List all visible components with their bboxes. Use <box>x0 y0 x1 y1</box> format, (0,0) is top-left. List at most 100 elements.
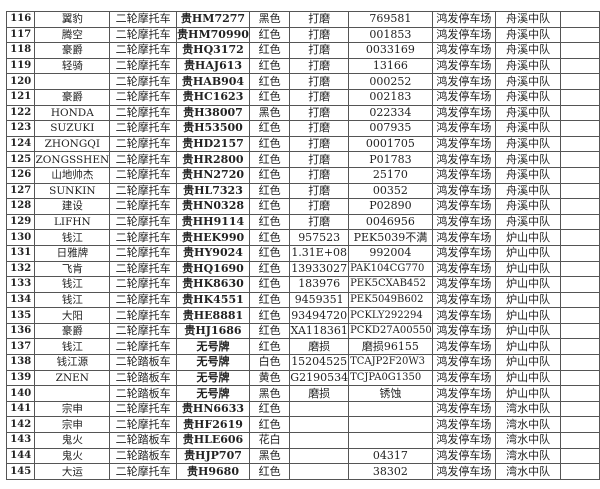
team-cell: 湾水中队 <box>494 447 562 465</box>
note-cell <box>560 42 600 59</box>
engine-number-cell <box>289 463 350 480</box>
row-number-cell: 129 <box>5 213 36 231</box>
vehicle-type-cell: 二轮摩托车 <box>109 229 178 246</box>
brand-cell: 豪爵 <box>34 88 111 106</box>
row-number-cell: 125 <box>5 151 36 168</box>
engine-number-cell: 打磨 <box>289 198 350 215</box>
engine-number-cell: 打磨 <box>289 166 350 184</box>
note-cell <box>560 26 600 44</box>
team-cell: 舟溪中队 <box>494 213 562 231</box>
frame-number-cell: 000252 <box>348 73 433 90</box>
vehicle-type-cell: 二轮摩托车 <box>109 276 178 293</box>
brand-cell: ZNEN <box>34 369 111 387</box>
row-number-cell: 142 <box>5 416 36 434</box>
plate-number-cell: 贵HEK990 <box>176 229 250 246</box>
plate-number-cell: 贵HAJ613 <box>176 57 250 75</box>
vehicle-table: 116 翼豹 二轮摩托车 贵HM7277 黑色 打磨 769581 鸿发停车场 舟溪中队 117 腾… <box>5 11 600 480</box>
vehicle-type-cell: 二轮摩托车 <box>109 463 178 480</box>
engine-number-cell: 打磨 <box>289 26 350 44</box>
frame-number-cell <box>348 400 433 418</box>
engine-number-cell: 93494720 <box>289 307 350 324</box>
plate-number-cell: 贵HN6633 <box>176 400 250 418</box>
frame-number-cell: PEK5CXAB452 <box>348 276 433 293</box>
frame-number-cell: PAK104CG770 <box>348 260 433 278</box>
table-row: 124 ZHONGQI 二轮摩托车 贵HD2157 红色 打磨 0001705 鸿发停车场 舟溪… <box>5 135 600 153</box>
color-cell: 红色 <box>248 260 291 278</box>
vehicle-type-cell: 二轮摩托车 <box>109 73 178 90</box>
frame-number-cell: 001853 <box>348 26 433 44</box>
engine-number-cell: 打磨 <box>289 135 350 153</box>
frame-number-cell <box>348 416 433 434</box>
plate-number-cell: 贵HN0328 <box>176 198 250 215</box>
row-number-cell: 134 <box>5 291 36 309</box>
brand-cell: 轻骑 <box>34 57 111 75</box>
color-cell: 红色 <box>248 73 291 90</box>
frame-number-cell: PCKD27A00550 <box>348 322 433 340</box>
team-cell: 炉山中队 <box>494 307 562 324</box>
frame-number-cell: 04317 <box>348 447 433 465</box>
note-cell <box>560 354 600 371</box>
table-row: 130 钱江 二轮摩托车 贵HEK990 红色 957523 PEK5039不满 鸿发停车场炉… <box>5 229 600 246</box>
row-number-cell: 124 <box>5 135 36 153</box>
location-cell: 鸿发停车场 <box>431 11 496 28</box>
team-cell: 舟溪中队 <box>494 135 562 153</box>
note-cell <box>560 11 600 28</box>
team-cell: 舟溪中队 <box>494 120 562 137</box>
frame-number-cell: 25170 <box>348 166 433 184</box>
brand-cell: 鬼火 <box>34 432 111 449</box>
plate-number-cell: 贵HR2800 <box>176 151 250 168</box>
engine-number-cell: 打磨 <box>289 120 350 137</box>
engine-number-cell: G2190534 <box>289 369 350 387</box>
brand-cell: 建设 <box>34 198 111 215</box>
vehicle-type-cell: 二轮踏板车 <box>109 385 178 402</box>
plate-number-cell: 贵HH9114 <box>176 213 250 231</box>
note-cell <box>560 229 600 246</box>
location-cell: 鸿发停车场 <box>431 463 496 480</box>
team-cell: 舟溪中队 <box>494 73 562 90</box>
color-cell: 红色 <box>248 42 291 59</box>
table-row: 122 HONDA 二轮摩托车 贵H38007 黑色 打磨 022334 鸿发停车场 舟溪中队 <box>5 104 600 122</box>
row-number-cell: 143 <box>5 432 36 449</box>
vehicle-type-cell: 二轮摩托车 <box>109 88 178 106</box>
team-cell: 舟溪中队 <box>494 11 562 28</box>
color-cell: 红色 <box>248 198 291 215</box>
vehicle-type-cell: 二轮摩托车 <box>109 182 178 200</box>
plate-number-cell: 贵HF2619 <box>176 416 250 434</box>
team-cell: 炉山中队 <box>494 322 562 340</box>
engine-number-cell <box>289 400 350 418</box>
location-cell: 鸿发停车场 <box>431 291 496 309</box>
note-cell <box>560 416 600 434</box>
engine-number-cell: XA118361 <box>289 322 350 340</box>
location-cell: 鸿发停车场 <box>431 307 496 324</box>
row-number-cell: 144 <box>5 447 36 465</box>
note-cell <box>560 400 600 418</box>
note-cell <box>560 182 600 200</box>
color-cell: 红色 <box>248 338 291 356</box>
team-cell: 湾水中队 <box>494 463 562 480</box>
brand-cell: 鬼火 <box>34 447 111 465</box>
team-cell: 炉山中队 <box>494 291 562 309</box>
vehicle-type-cell: 二轮摩托车 <box>109 260 178 278</box>
plate-number-cell: 贵HJP707 <box>176 447 250 465</box>
engine-number-cell: 183976 <box>289 276 350 293</box>
note-cell <box>560 151 600 168</box>
team-cell: 舟溪中队 <box>494 166 562 184</box>
team-cell: 舟溪中队 <box>494 104 562 122</box>
frame-number-cell: 007935 <box>348 120 433 137</box>
brand-cell: 钱江 <box>34 229 111 246</box>
brand-cell: 日雅牌 <box>34 244 111 262</box>
brand-cell: ZONGSSHEN <box>34 151 111 168</box>
location-cell: 鸿发停车场 <box>431 42 496 59</box>
plate-number-cell: 贵HL7323 <box>176 182 250 200</box>
location-cell: 鸿发停车场 <box>431 213 496 231</box>
vehicle-type-cell: 二轮摩托车 <box>109 135 178 153</box>
team-cell: 炉山中队 <box>494 229 562 246</box>
team-cell: 炉山中队 <box>494 276 562 293</box>
table-row: 125 ZONGSSHEN 二轮摩托车 贵HR2800 红色 打磨 P01783 鸿发停车场舟… <box>5 151 600 168</box>
table-row: 123 SUZUKI 二轮摩托车 贵H53500 红色 打磨 007935 鸿发停车场 舟溪中队 <box>5 120 600 137</box>
color-cell: 红色 <box>248 135 291 153</box>
note-cell <box>560 322 600 340</box>
table-row: 142 宗申 二轮摩托车 贵HF2619 红色 鸿发停车场 湾水中队 <box>5 416 600 434</box>
plate-number-cell: 贵HAB904 <box>176 73 250 90</box>
plate-number-cell: 贵H38007 <box>176 104 250 122</box>
